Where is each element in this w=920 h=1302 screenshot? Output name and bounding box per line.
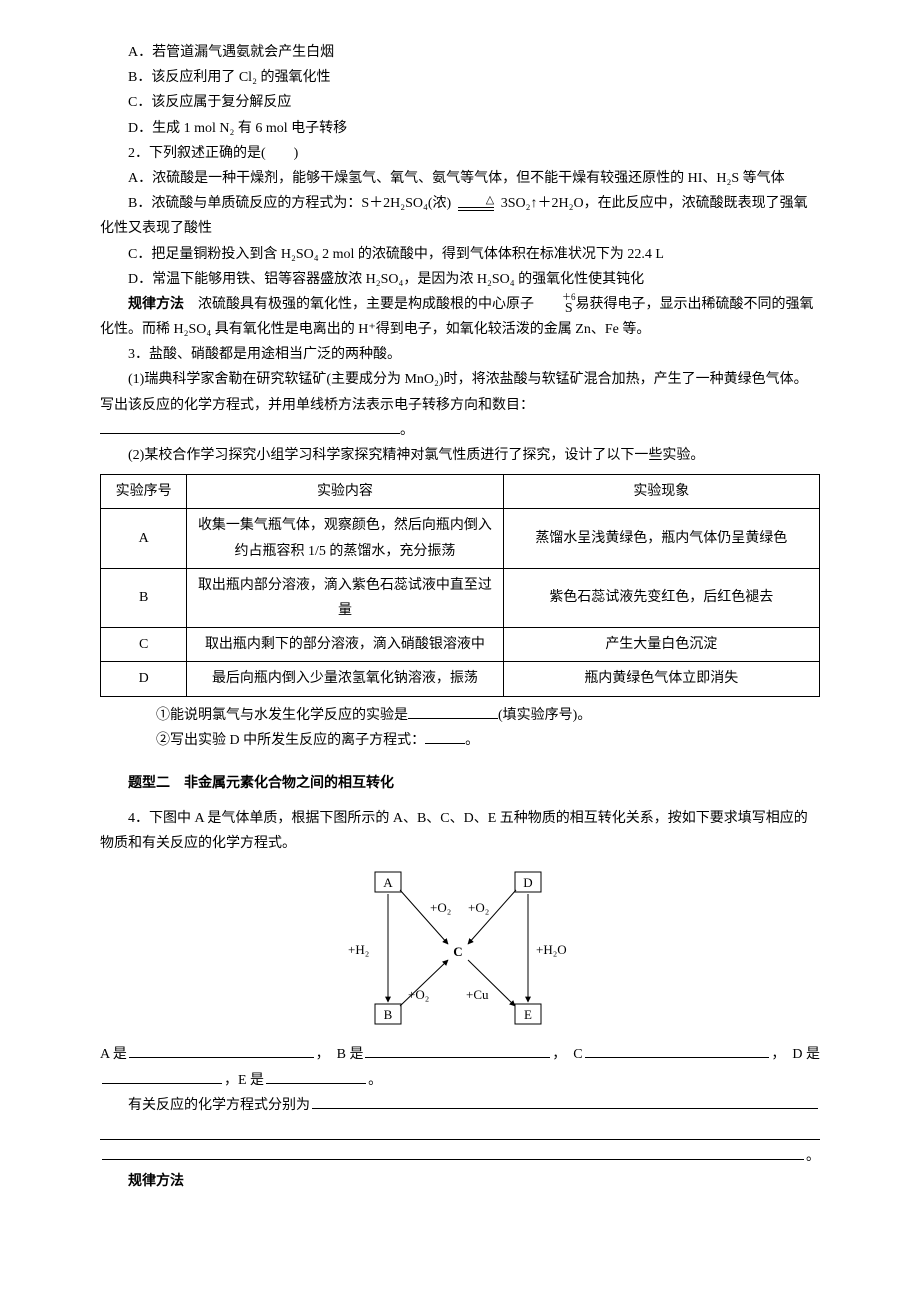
section-title-2: 题型二 非金属元素化合物之间的相互转化 <box>100 771 820 796</box>
q3-sub2-blank[interactable] <box>425 729 465 744</box>
heating-symbol: △ <box>458 195 494 212</box>
q3-part1: (1)瑞典科学家舍勒在研究软锰矿(主要成分为 MnO₂)时，将浓盐酸与软锰矿混合… <box>100 367 820 443</box>
q1-option-c: C．该反应属于复分解反应 <box>100 90 820 115</box>
q2-option-c: C．把足量铜粉投入到含 H₂SO₄ 2 mol 的浓硫酸中，得到气体体积在标准状… <box>100 242 820 267</box>
q4-stem: 4．下图中 A 是气体单质，根据下图所示的 A、B、C、D、E 五种物质的相互转… <box>100 806 820 856</box>
blank-eq-1[interactable] <box>312 1094 818 1109</box>
col-seq: 实验序号 <box>101 475 187 509</box>
blank-eq-2[interactable] <box>100 1122 820 1140</box>
q2-option-b: B．浓硫酸与单质硫反应的方程式为：S＋2H₂SO₄(浓) △ 3SO₂↑＋2H₂… <box>100 191 820 241</box>
q4-fill-substances-2: ，E 是。 <box>100 1068 820 1093</box>
s-plus6: ＋6S <box>534 293 576 316</box>
experiment-table: 实验序号 实验内容 实验现象 A 收集一集气瓶气体，观察颜色，然后向瓶内倒入约占… <box>100 474 820 696</box>
blank-c[interactable] <box>585 1043 770 1058</box>
svg-text:E: E <box>524 1007 532 1022</box>
q2-b-pre: B．浓硫酸与单质硫反应的方程式为：S＋2H₂SO₄(浓) <box>128 196 451 211</box>
q3-sub1-blank[interactable] <box>408 704 498 719</box>
table-row: A 收集一集气瓶气体，观察颜色，然后向瓶内倒入约占瓶容积 1/5 的蒸馏水，充分… <box>101 509 820 568</box>
q2-option-d: D．常温下能够用铁、铝等容器盛放浓 H₂SO₄，是因为浓 H₂SO₄ 的强氧化性… <box>100 267 820 292</box>
col-content: 实验内容 <box>187 475 503 509</box>
svg-text:+O₂: +O₂ <box>430 900 451 915</box>
svg-text:D: D <box>523 875 532 890</box>
q4-equations: 有关反应的化学方程式分别为 <box>100 1093 820 1118</box>
table-header-row: 实验序号 实验内容 实验现象 <box>101 475 820 509</box>
q3-part2: (2)某校合作学习探究小组学习科学家探究精神对氯气性质进行了探究，设计了以下一些… <box>100 443 820 468</box>
table-row: D 最后向瓶内倒入少量浓氢氧化钠溶液，振荡 瓶内黄绿色气体立即消失 <box>101 662 820 696</box>
blank-d[interactable] <box>102 1069 222 1084</box>
q3-sub2: ②写出实验 D 中所发生反应的离子方程式：。 <box>100 728 820 753</box>
svg-text:+Cu: +Cu <box>466 987 489 1002</box>
svg-text:A: A <box>383 875 393 890</box>
q3-sub1: ①能说明氯气与水发生化学反应的实验是(填实验序号)。 <box>100 703 820 728</box>
blank-a[interactable] <box>129 1043 314 1058</box>
table-row: B 取出瓶内部分溶液，滴入紫色石蕊试液中直至过量 紫色石蕊试液先变红色，后红色褪… <box>101 568 820 627</box>
rule-method-2: 规律方法 <box>100 1169 820 1194</box>
blank-e[interactable] <box>266 1069 366 1084</box>
rule1-pre: 浓硫酸具有极强的氧化性，主要是构成酸根的中心原子 <box>184 297 534 312</box>
conversion-diagram: A D C B E +O₂ +O₂ +H₂ +H₂O +O₂ +Cu <box>330 864 590 1034</box>
q1-option-d: D．生成 1 mol N₂ 有 6 mol 电子转移 <box>100 116 820 141</box>
table-row: C 取出瓶内剩下的部分溶液，滴入硝酸银溶液中 产生大量白色沉淀 <box>101 628 820 662</box>
col-phenomenon: 实验现象 <box>503 475 819 509</box>
rule-label: 规律方法 <box>128 297 184 312</box>
svg-text:C: C <box>453 944 462 959</box>
q4-fill-substances: A 是 ， B 是 ， C ， D 是 <box>100 1042 820 1067</box>
svg-text:+O₂: +O₂ <box>408 987 429 1002</box>
svg-text:B: B <box>384 1007 393 1022</box>
q3-stem: 3．盐酸、硝酸都是用途相当广泛的两种酸。 <box>100 342 820 367</box>
q2-stem: 2．下列叙述正确的是( ) <box>100 141 820 166</box>
rule-method-1: 规律方法 浓硫酸具有极强的氧化性，主要是构成酸根的中心原子＋6S易获得电子，显示… <box>100 292 820 342</box>
blank-b[interactable] <box>365 1043 550 1058</box>
svg-text:+H₂O: +H₂O <box>536 942 567 957</box>
q1-option-b: B．该反应利用了 Cl₂ 的强氧化性 <box>100 65 820 90</box>
q3-p1-blank[interactable] <box>100 419 400 434</box>
svg-text:+H₂: +H₂ <box>348 942 369 957</box>
svg-text:+O₂: +O₂ <box>468 900 489 915</box>
q4-equations-end: 。 <box>100 1144 820 1169</box>
q1-option-a: A．若管道漏气遇氨就会产生白烟 <box>100 40 820 65</box>
blank-eq-3[interactable] <box>102 1145 804 1160</box>
q2-option-a: A．浓硫酸是一种干燥剂，能够干燥氢气、氧气、氨气等气体，但不能干燥有较强还原性的… <box>100 166 820 191</box>
